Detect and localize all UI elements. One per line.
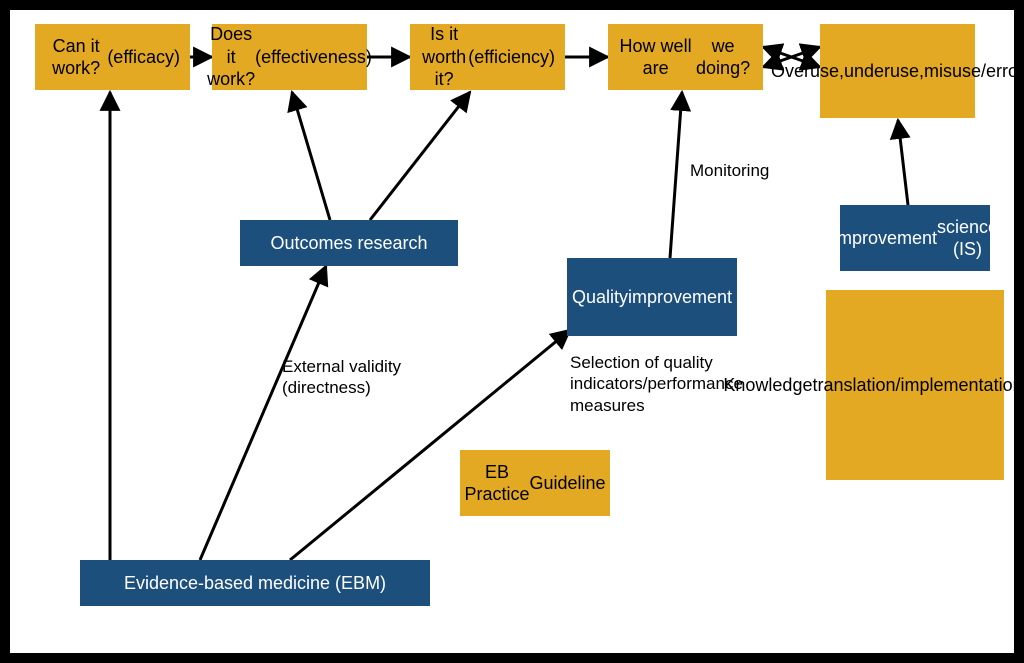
node-n_improvesci: Improvementscience (IS) — [840, 205, 990, 271]
node-n_ebm: Evidence-based medicine (EBM) — [80, 560, 430, 606]
diagram-canvas: Can it work?(efficacy) Does it work?(effe… — [7, 7, 1017, 656]
node-n_quality: Qualityimprovement — [567, 258, 737, 336]
node-n_outcomes: Outcomes research — [240, 220, 458, 266]
node-n_ebguideline: EB PracticeGuideline — [460, 450, 610, 516]
node-n_effectiveness: Does it work?(effectiveness) — [212, 24, 367, 90]
node-n_howwell: How well arewe doing? — [608, 24, 763, 90]
node-n_kt: Knowledgetranslation/implementationscien… — [826, 290, 1004, 480]
node-n_efficiency: Is it worth it?(efficiency) — [410, 24, 565, 90]
label-l_external: External validity(directness) — [282, 356, 462, 399]
label-l_monitoring: Monitoring — [690, 160, 830, 181]
node-n_overuse: Overuse,underuse,misuse/error — [820, 24, 975, 118]
node-n_efficacy: Can it work?(efficacy) — [35, 24, 190, 90]
label-l_selection: Selection of qualityindicators/performan… — [570, 352, 810, 416]
